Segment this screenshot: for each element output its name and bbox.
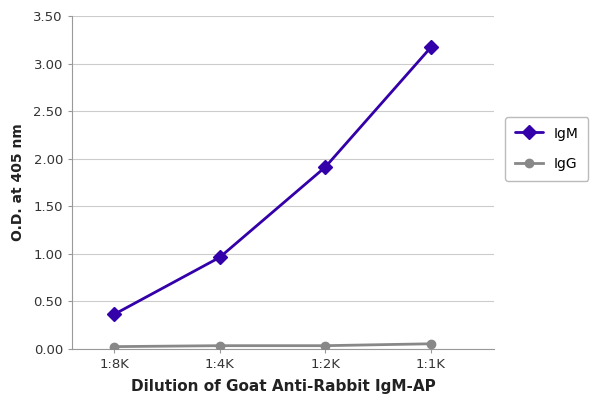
Y-axis label: O.D. at 405 nm: O.D. at 405 nm [11,124,25,241]
Line: IgM: IgM [109,43,436,319]
Legend: IgM, IgG: IgM, IgG [505,117,589,181]
IgG [216,343,223,348]
IgM [216,255,223,260]
IgG [427,341,434,346]
IgM [427,45,434,50]
X-axis label: Dilution of Goat Anti-Rabbit IgM-AP: Dilution of Goat Anti-Rabbit IgM-AP [131,379,436,394]
Line: IgG: IgG [110,340,435,351]
IgG [322,343,329,348]
IgM [110,312,118,317]
IgG [110,344,118,349]
IgM [322,165,329,170]
